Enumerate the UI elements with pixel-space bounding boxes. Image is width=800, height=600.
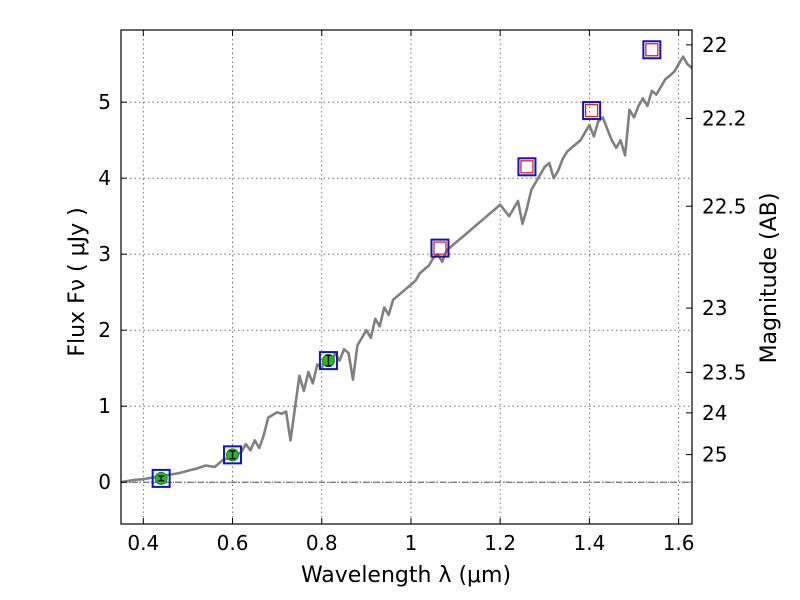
y-tick-label: 4 [98, 166, 111, 190]
upper-limit-square [520, 160, 534, 174]
y-tick-label: 1 [98, 394, 111, 418]
upper-limit-square [645, 43, 659, 57]
x-tick-label: 1.4 [573, 531, 605, 555]
model-photometry-square [430, 238, 450, 258]
y-tick-label: 5 [98, 90, 111, 114]
y-tick-label: 2 [98, 318, 111, 342]
upper-limit-square [433, 241, 447, 255]
x-axis-title: Wavelength λ (μm) [301, 563, 511, 588]
right-axis-title: Magnitude (AB) [757, 193, 782, 364]
model-photometry-square [151, 468, 171, 488]
magnitude-tick-label: 22 [702, 33, 727, 57]
model-photometry-square [582, 101, 602, 121]
y-tick-label: 3 [98, 242, 111, 266]
magnitude-tick-labels: 22 22.2 22.5 23 23.5 24 25 [702, 33, 747, 467]
y-axis-title: Flux Fν ( μJy ) [65, 207, 90, 356]
x-tick-label: 0.6 [217, 531, 249, 555]
photometry-markers [151, 40, 662, 488]
magnitude-tick-label: 22.2 [702, 106, 747, 130]
model-photometry-square [517, 157, 537, 177]
magnitude-tick-label: 23 [702, 296, 727, 320]
upper-limit-square [584, 103, 599, 118]
y-tick-label: 0 [98, 470, 111, 494]
magnitude-tick-label: 22.5 [702, 194, 747, 218]
x-tick-label: 1.2 [484, 531, 516, 555]
magnitude-tick-label: 24 [702, 401, 727, 425]
magnitude-tick-label: 23.5 [702, 360, 747, 384]
x-tick-label: 0.4 [127, 531, 159, 555]
tick-marks [121, 30, 692, 524]
y-tick-labels: 0 1 2 3 4 5 [98, 90, 111, 494]
magnitude-tick-label: 25 [702, 443, 727, 467]
model-photometry-square [223, 445, 243, 465]
spectrum-line [120, 55, 693, 484]
model-photometry-square [318, 351, 338, 371]
grid-layer [121, 30, 692, 524]
model-photometry-square [642, 40, 662, 60]
plot-frame [120, 29, 693, 525]
x-tick-labels: 0.4 0.6 0.8 1 1.2 1.4 1.6 [127, 531, 694, 555]
x-tick-label: 1 [405, 531, 418, 555]
x-tick-label: 0.8 [306, 531, 338, 555]
x-tick-label: 1.6 [663, 531, 695, 555]
